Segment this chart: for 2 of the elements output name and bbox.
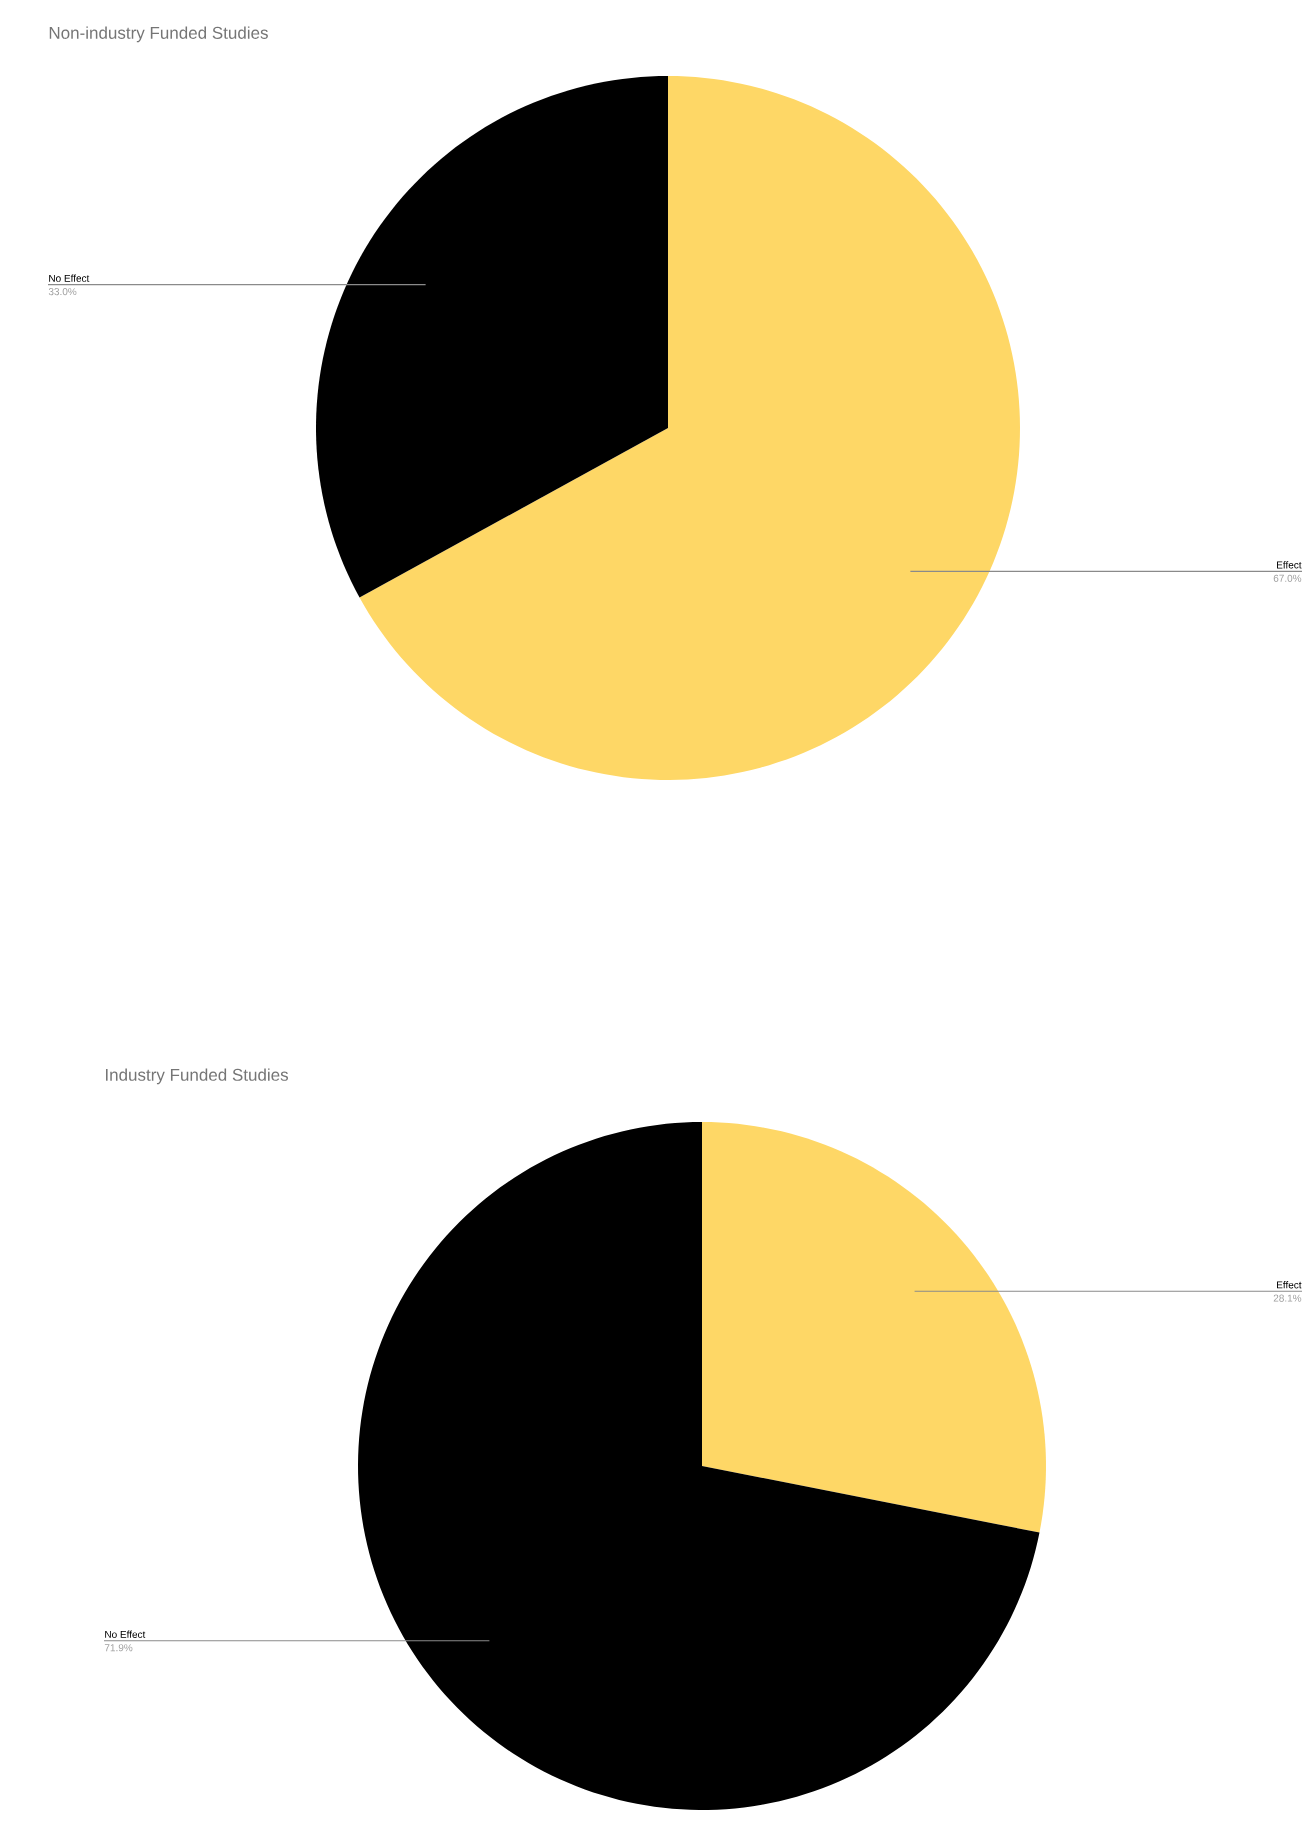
chart-title: Industry Funded Studies xyxy=(105,1068,289,1085)
chart-title: Non-industry Funded Studies xyxy=(49,26,268,43)
